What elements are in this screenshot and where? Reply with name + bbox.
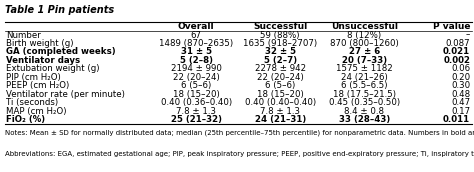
Text: 0.06: 0.06 [451, 64, 470, 73]
Text: 1489 (870–2635): 1489 (870–2635) [159, 39, 233, 48]
Text: 6 (5–6): 6 (5–6) [181, 81, 211, 90]
Text: GA (completed weeks): GA (completed weeks) [6, 47, 116, 56]
Text: PEEP (cm H₂O): PEEP (cm H₂O) [6, 81, 69, 90]
Text: 0.30: 0.30 [451, 81, 470, 90]
Text: Birth weight (g): Birth weight (g) [6, 39, 73, 48]
Text: Table 1 Pin patients: Table 1 Pin patients [5, 5, 114, 15]
Text: 31 ± 5: 31 ± 5 [181, 47, 212, 56]
Text: 0.20: 0.20 [451, 73, 470, 82]
Text: 33 (28–43): 33 (28–43) [338, 115, 390, 124]
Text: Extubation weight (g): Extubation weight (g) [6, 64, 100, 73]
Text: 0.17: 0.17 [451, 107, 470, 116]
Text: 18 (15–20): 18 (15–20) [173, 90, 219, 99]
Text: 0.48: 0.48 [451, 90, 470, 99]
Text: 32 ± 5: 32 ± 5 [264, 47, 296, 56]
Text: 20 (7–33): 20 (7–33) [342, 56, 387, 65]
Text: MAP (cm H₂O): MAP (cm H₂O) [6, 107, 67, 116]
Text: Ventilator days: Ventilator days [6, 56, 80, 65]
Text: 24 (21–26): 24 (21–26) [341, 73, 388, 82]
Text: 2278 ± 942: 2278 ± 942 [255, 64, 306, 73]
Text: 7.8 ± 1.3: 7.8 ± 1.3 [176, 107, 216, 116]
Text: –: – [466, 31, 470, 40]
Text: 5 (2–8): 5 (2–8) [180, 56, 213, 65]
Text: 67: 67 [191, 31, 201, 40]
Text: 0.002: 0.002 [443, 56, 470, 65]
Text: PIP (cm H₂O): PIP (cm H₂O) [6, 73, 61, 82]
Text: 59 (88%): 59 (88%) [260, 31, 300, 40]
Text: 18 (17.5–21.5): 18 (17.5–21.5) [333, 90, 396, 99]
Text: Number: Number [6, 31, 41, 40]
Text: Overall: Overall [178, 22, 214, 31]
Text: Unsuccessful: Unsuccessful [331, 22, 398, 31]
Text: 870 (800–1260): 870 (800–1260) [330, 39, 399, 48]
Text: 5 (2–7): 5 (2–7) [264, 56, 297, 65]
Text: 7.8 ± 1.3: 7.8 ± 1.3 [260, 107, 300, 116]
Text: 0.45 (0.35–0.50): 0.45 (0.35–0.50) [328, 98, 400, 107]
Text: 2194 ± 990: 2194 ± 990 [171, 64, 222, 73]
Text: 0.40 (0.36–0.40): 0.40 (0.36–0.40) [161, 98, 232, 107]
Text: Abbreviations: EGA, estimated gestational age; PIP, peak inspiratory pressure; P: Abbreviations: EGA, estimated gestationa… [5, 151, 474, 157]
Text: 0.087: 0.087 [446, 39, 470, 48]
Text: 27 ± 6: 27 ± 6 [348, 47, 380, 56]
Text: 22 (20–24): 22 (20–24) [257, 73, 303, 82]
Text: 0.40 (0.40–0.40): 0.40 (0.40–0.40) [245, 98, 316, 107]
Text: Ti (seconds): Ti (seconds) [6, 98, 58, 107]
Text: 6 (5.5–6.5): 6 (5.5–6.5) [341, 81, 388, 90]
Text: 6 (5–6): 6 (5–6) [265, 81, 295, 90]
Text: 0.011: 0.011 [443, 115, 470, 124]
Text: 25 (21–32): 25 (21–32) [171, 115, 222, 124]
Text: P value: P value [433, 22, 470, 31]
Text: 1575 ± 1182: 1575 ± 1182 [336, 64, 392, 73]
Text: Successful: Successful [253, 22, 307, 31]
Text: 1635 (918–2707): 1635 (918–2707) [243, 39, 317, 48]
Text: Ventilator rate (per minute): Ventilator rate (per minute) [6, 90, 125, 99]
Text: 8.4 ± 0.8: 8.4 ± 0.8 [344, 107, 384, 116]
Text: FiO₂ (%): FiO₂ (%) [6, 115, 46, 124]
Text: 18 (15–20): 18 (15–20) [257, 90, 303, 99]
Text: Notes: Mean ± SD for normally distributed data; median (25th percentile–75th per: Notes: Mean ± SD for normally distribute… [5, 129, 474, 136]
Text: 22 (20–24): 22 (20–24) [173, 73, 219, 82]
Text: 24 (21–31): 24 (21–31) [255, 115, 306, 124]
Text: 0.021: 0.021 [443, 47, 470, 56]
Text: 0.47: 0.47 [451, 98, 470, 107]
Text: 8 (12%): 8 (12%) [347, 31, 381, 40]
